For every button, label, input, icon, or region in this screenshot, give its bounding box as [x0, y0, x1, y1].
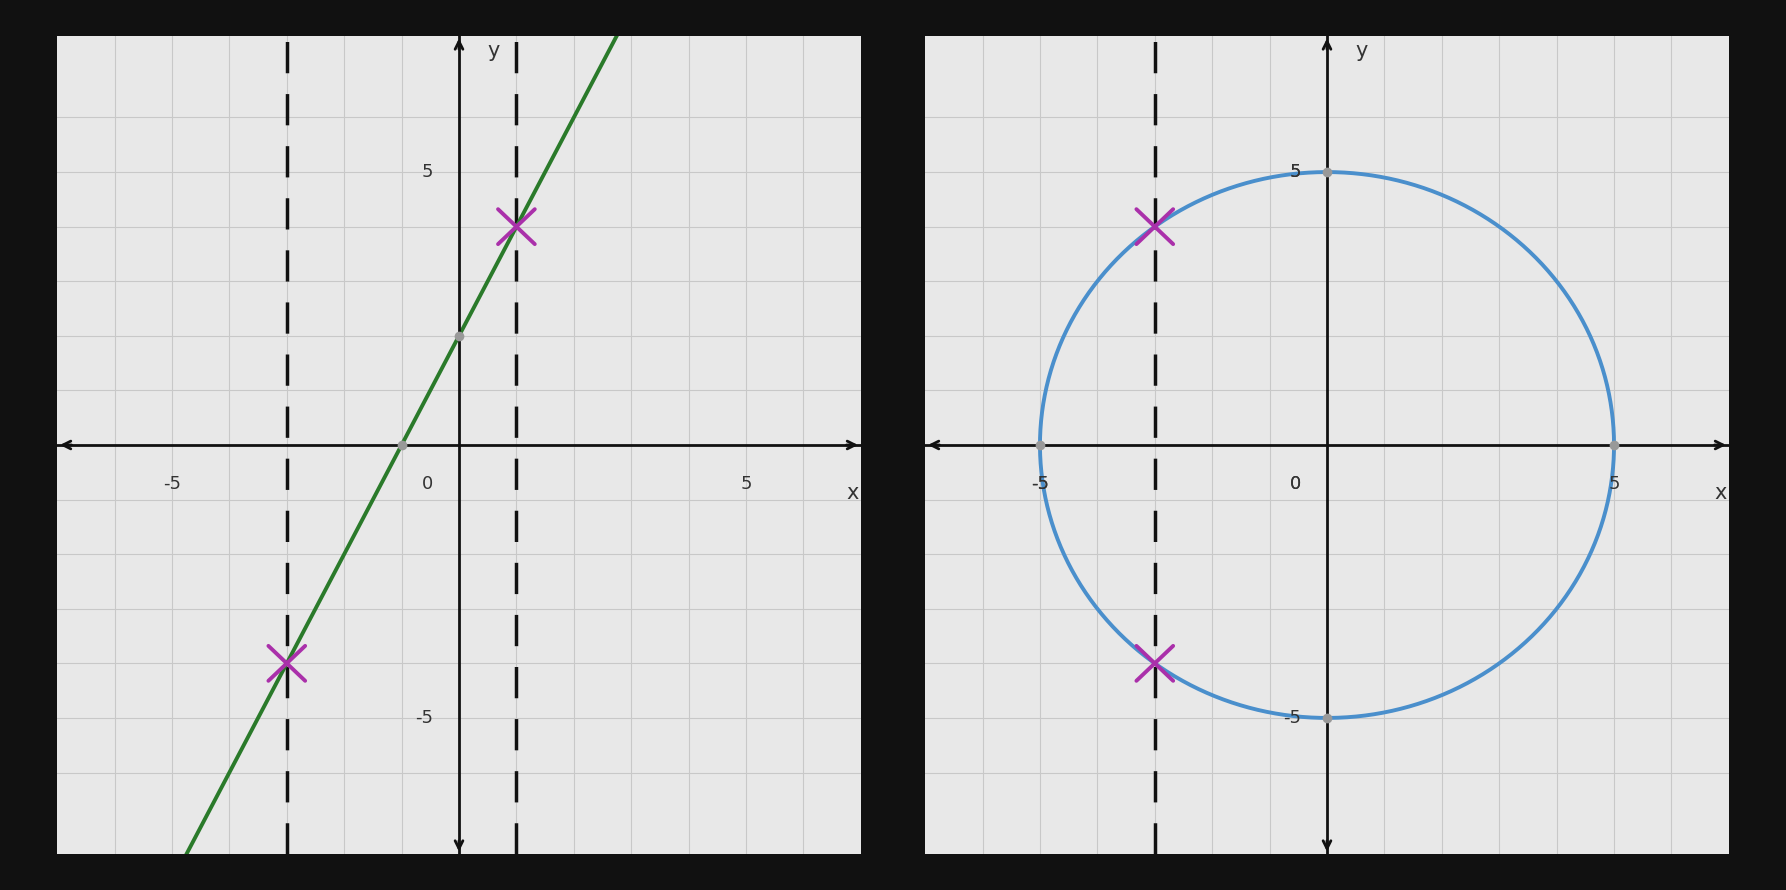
- Text: 5: 5: [1607, 475, 1620, 493]
- Text: x: x: [847, 483, 859, 503]
- Text: 5: 5: [1289, 163, 1302, 181]
- Text: -5: -5: [1031, 475, 1048, 493]
- Text: -5: -5: [163, 475, 180, 493]
- Text: y: y: [488, 41, 500, 61]
- Text: 5: 5: [421, 163, 434, 181]
- Text: 0: 0: [421, 475, 434, 493]
- Text: 5: 5: [739, 475, 752, 493]
- Text: -5: -5: [414, 709, 434, 727]
- Text: 5: 5: [1289, 163, 1302, 181]
- Text: 0: 0: [1289, 475, 1302, 493]
- Text: x: x: [1715, 483, 1727, 503]
- Text: -5: -5: [1031, 475, 1048, 493]
- Text: y: y: [1356, 41, 1368, 61]
- Text: -5: -5: [1282, 709, 1302, 727]
- Text: 0: 0: [1289, 475, 1302, 493]
